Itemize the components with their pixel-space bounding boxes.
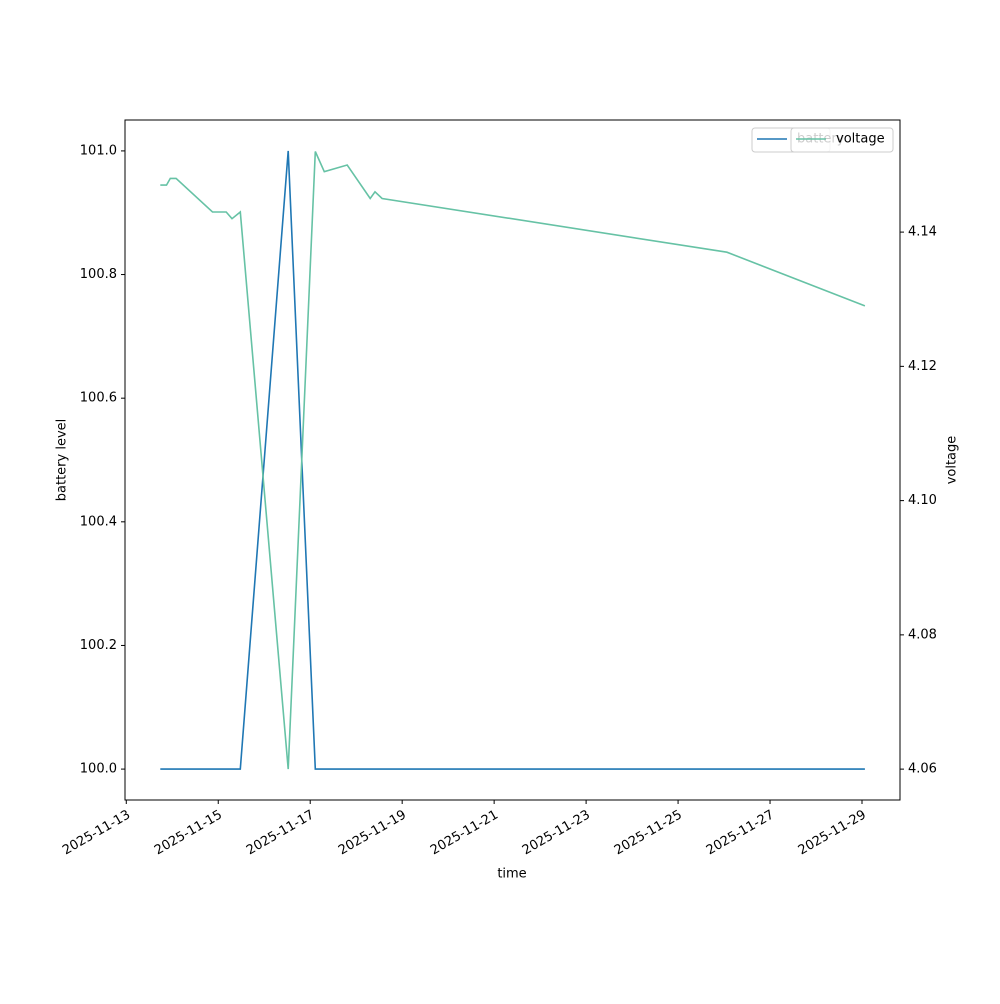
- data-line: [160, 151, 866, 770]
- y-tick-label: 100.0: [80, 762, 117, 777]
- x-tick-label: 2025-11-25: [612, 808, 685, 859]
- y2-tick-label: 4.12: [908, 359, 937, 374]
- y-tick-label: 100.6: [80, 391, 117, 406]
- y2-tick-label: 4.14: [908, 225, 937, 240]
- data-line: [160, 150, 865, 770]
- x-tick-label: 2025-11-27: [704, 808, 777, 859]
- x-axis-label: time: [497, 867, 526, 882]
- y-tick-label: 100.8: [80, 267, 117, 282]
- legend-label: voltage: [836, 132, 885, 147]
- x-tick-label: 2025-11-29: [796, 808, 869, 859]
- x-tick-label: 2025-11-21: [428, 808, 501, 859]
- x-tick-label: 2025-11-19: [336, 808, 409, 859]
- y2-tick-label: 4.10: [908, 493, 937, 508]
- x-tick-label: 2025-11-13: [60, 808, 133, 859]
- y-tick-label: 101.0: [80, 143, 117, 158]
- x-tick-label: 2025-11-15: [152, 808, 225, 859]
- y2-tick-label: 4.08: [908, 627, 937, 642]
- y-tick-label: 100.2: [80, 638, 117, 653]
- x-tick-label: 2025-11-17: [244, 808, 317, 859]
- plot-frame: [124, 119, 901, 801]
- legend-box: [790, 127, 894, 153]
- y2-tick-label: 4.06: [908, 762, 937, 777]
- y-tick-label: 100.4: [80, 514, 117, 529]
- y-axis-label: battery level: [55, 419, 70, 502]
- y2-axis-label: voltage: [945, 436, 960, 485]
- x-tick-label: 2025-11-23: [520, 808, 593, 859]
